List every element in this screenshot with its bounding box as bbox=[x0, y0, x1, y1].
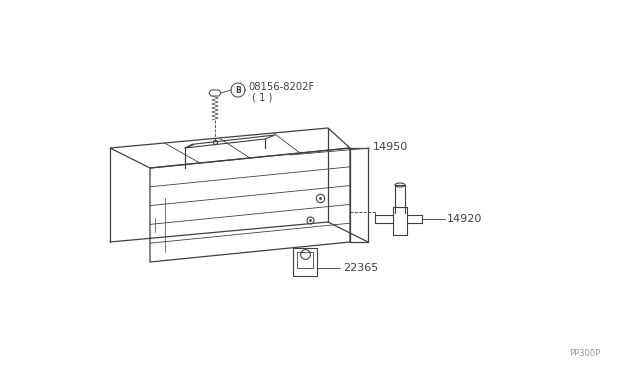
Text: 08156-8202F: 08156-8202F bbox=[248, 82, 314, 92]
Text: 14920: 14920 bbox=[447, 214, 483, 224]
Text: 14950: 14950 bbox=[373, 142, 408, 152]
Text: PP300P: PP300P bbox=[569, 349, 600, 358]
Text: 22365: 22365 bbox=[343, 263, 378, 273]
Text: B: B bbox=[235, 86, 241, 94]
Text: ( 1 ): ( 1 ) bbox=[252, 92, 273, 102]
